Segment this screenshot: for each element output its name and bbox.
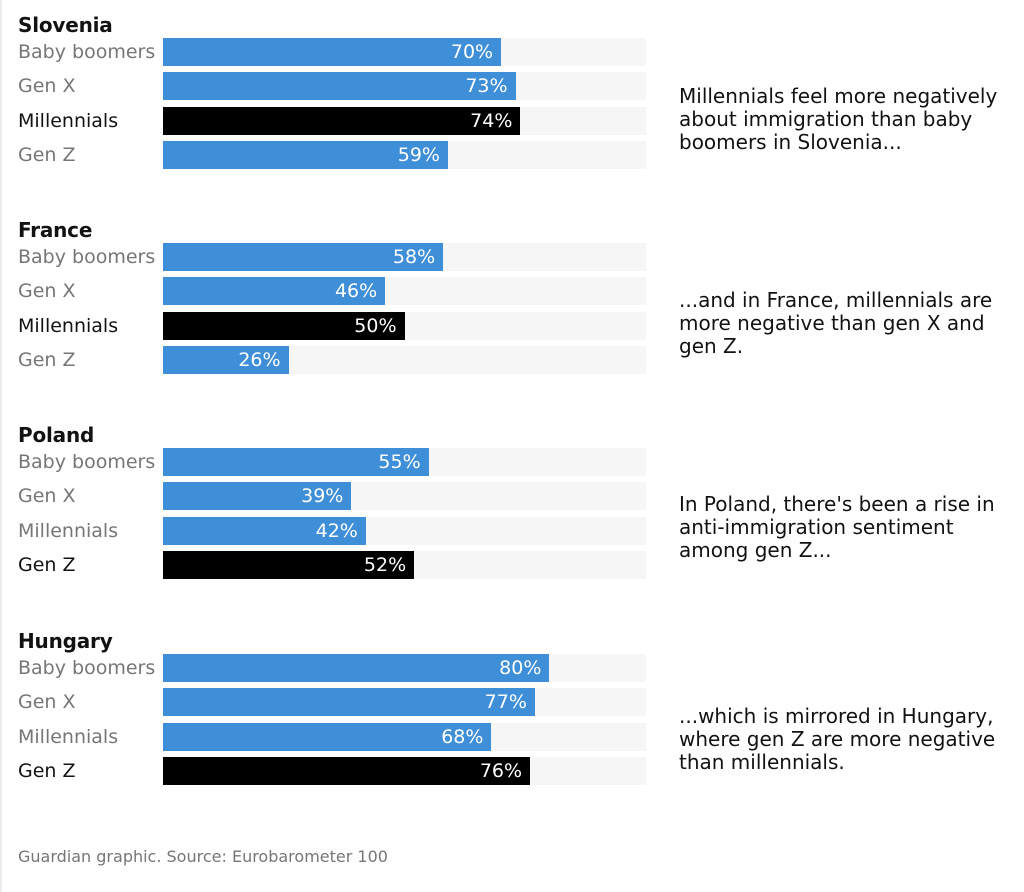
bar-track: 52% [163,551,646,579]
chart-panel: France Baby boomers 58% Gen X 46% Millennials… [0,205,1024,411]
chart-panel: Hungary Baby boomers 80% Gen X 77% Millennial… [0,616,1024,822]
bar-row: Baby boomers 80% [0,654,660,682]
category-label: Gen Z [18,144,76,166]
panel-annotation: ...and in France, millennials are more n… [679,288,993,358]
bar-value-label: 77% [484,691,527,713]
bar: 55% [163,448,429,476]
category-label: Millennials [18,726,119,748]
chart-panel: Slovenia Baby boomers 70% Gen X 73% Millennia… [0,0,1024,206]
category-label: Gen X [18,691,76,713]
panel-annotation: ...which is mirrored in Hungary, where g… [679,704,996,774]
bar: 76% [163,757,531,785]
bar-value-label: 46% [334,280,378,302]
bar-track: 68% [163,723,646,751]
bar: 80% [163,654,550,682]
bar-track: 73% [163,72,646,100]
bar-row: Millennials 68% [0,723,660,751]
bar: 39% [163,482,352,510]
panel-title: Slovenia [18,13,113,37]
bar: 74% [163,107,521,135]
bar-row: Millennials 42% [0,517,660,545]
bar-value-label: 50% [354,315,397,337]
bar-track: 80% [163,654,646,682]
category-label: Gen Z [18,554,76,576]
panel-annotation: In Poland, there's been a rise in anti-i… [679,492,995,562]
bar: 58% [163,243,444,271]
bar-value-label: 55% [378,451,421,473]
category-label: Baby boomers [18,246,156,268]
bar-track: 70% [163,38,646,66]
bar-track: 39% [163,482,646,510]
bar-value-label: 68% [441,726,484,748]
bar-track: 77% [163,688,646,716]
bar-row: Gen Z 26% [0,346,660,374]
panel-annotation: Millennials feel more negatively about i… [679,84,998,154]
bar-row: Millennials 50% [0,312,660,340]
bar-value-label: 74% [470,110,513,132]
bar-row: Gen X 73% [0,72,660,100]
bar-row: Gen X 46% [0,277,660,305]
bar-value-label: 59% [397,144,440,166]
bar-row: Gen Z 59% [0,141,660,169]
panel-title: Hungary [18,629,113,653]
category-label: Gen Z [18,349,76,371]
bar: 70% [163,38,502,66]
bar-track: 59% [163,141,646,169]
bar: 68% [163,723,492,751]
bar: 52% [163,551,415,579]
bar-row: Baby boomers 55% [0,448,660,476]
category-label: Millennials [18,110,119,132]
bar-track: 58% [163,243,646,271]
panel-title: Poland [18,423,95,447]
bar-value-label: 52% [363,554,407,576]
bar-track: 42% [163,517,646,545]
bar-value-label: 42% [315,520,358,542]
bar-value-label: 73% [465,75,508,97]
bar-track: 76% [163,757,646,785]
bar-row: Gen Z 52% [0,551,660,579]
bar-track: 26% [163,346,646,374]
category-label: Gen X [18,280,76,302]
bar-track: 50% [163,312,646,340]
category-label: Gen X [18,75,76,97]
category-label: Baby boomers [18,41,156,63]
category-label: Millennials [18,520,119,542]
bar: 50% [163,312,405,340]
bar-value-label: 76% [479,760,523,782]
bar-row: Gen Z 76% [0,757,660,785]
category-label: Gen Z [18,760,76,782]
bar: 77% [163,688,535,716]
category-label: Gen X [18,485,76,507]
bar-row: Baby boomers 70% [0,38,660,66]
category-label: Baby boomers [18,451,156,473]
bar: 59% [163,141,448,169]
bar-row: Gen X 77% [0,688,660,716]
bar: 42% [163,517,366,545]
chart-panel: Poland Baby boomers 55% Gen X 39% Millennials… [0,410,1024,616]
bar-value-label: 26% [238,349,281,371]
bar-row: Baby boomers 58% [0,243,660,271]
bar-track: 74% [163,107,646,135]
category-label: Millennials [18,315,119,337]
category-label: Baby boomers [18,657,156,679]
source-note: Guardian graphic. Source: Eurobarometer … [18,847,388,866]
bar-track: 55% [163,448,646,476]
bar-row: Millennials 74% [0,107,660,135]
panel-title: France [18,218,93,242]
bar-row: Gen X 39% [0,482,660,510]
bar-value-label: 70% [450,41,494,63]
bar: 46% [163,277,386,305]
bar: 73% [163,72,516,100]
bar: 26% [163,346,289,374]
bar-value-label: 58% [392,246,436,268]
bar-value-label: 39% [301,485,344,507]
bar-track: 46% [163,277,646,305]
left-rule [0,0,2,892]
bar-value-label: 80% [499,657,542,679]
